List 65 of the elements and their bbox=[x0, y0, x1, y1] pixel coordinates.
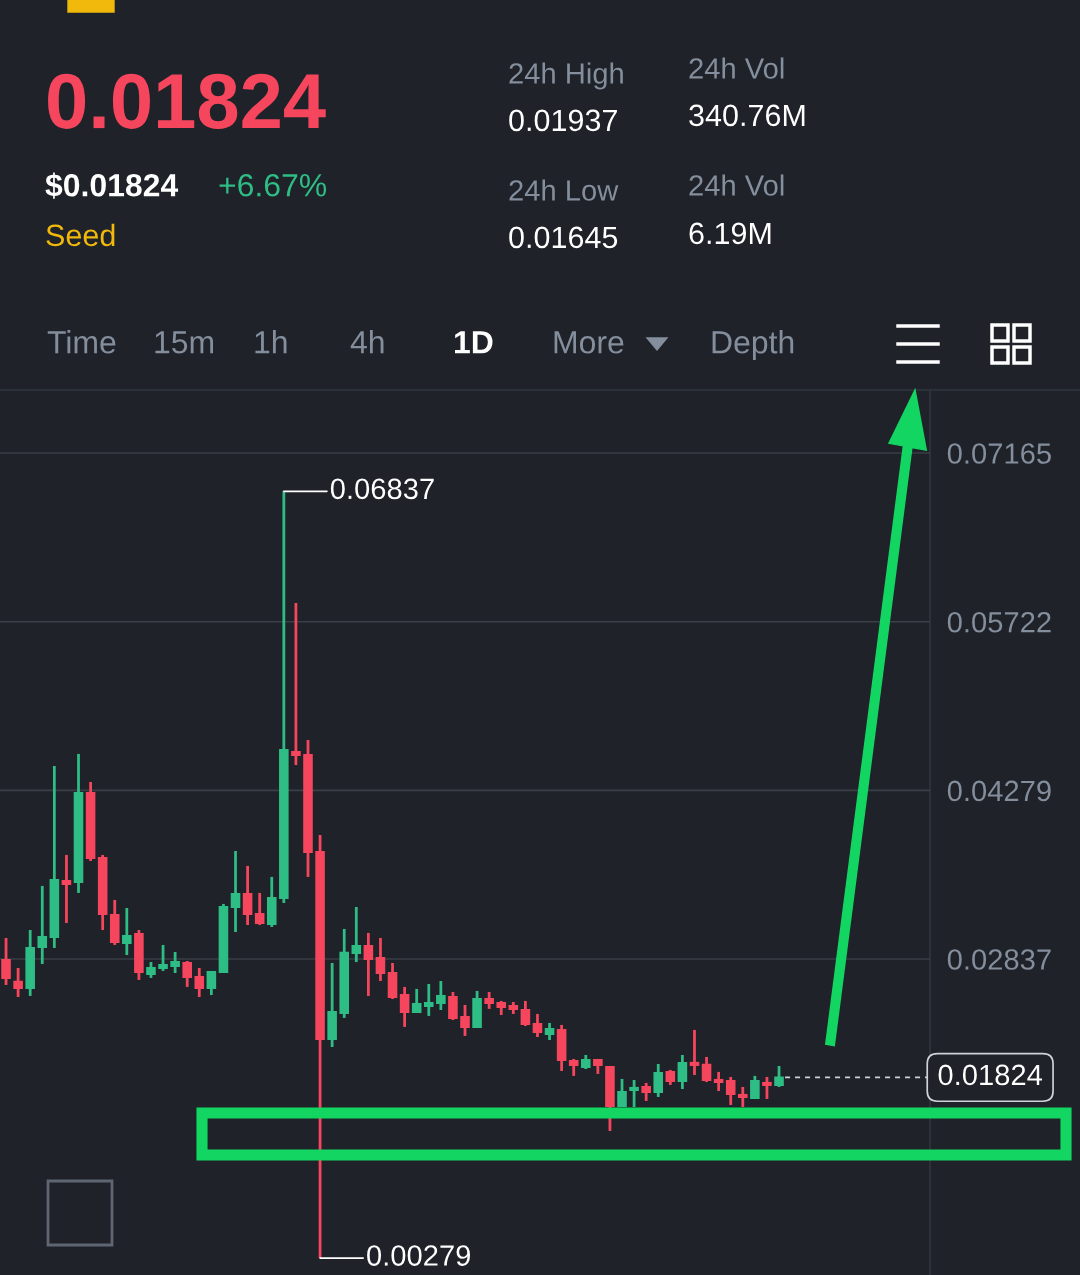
candlestick bbox=[13, 966, 23, 999]
candlestick bbox=[423, 982, 434, 1018]
candlestick bbox=[750, 1074, 760, 1101]
text: 24h High bbox=[509, 62, 623, 90]
candlestick bbox=[158, 943, 168, 973]
candlestick bbox=[532, 1012, 543, 1039]
candlestick bbox=[194, 966, 205, 999]
text: 24h Vol bbox=[689, 57, 784, 79]
candlestick bbox=[774, 1064, 784, 1089]
text: 0.01937 bbox=[509, 109, 617, 132]
candlestick bbox=[399, 985, 410, 1029]
text: Time bbox=[47, 330, 116, 354]
y-tick-label: 0.04279 bbox=[947, 780, 1051, 802]
text: 6.19M bbox=[689, 222, 771, 245]
candlestick bbox=[713, 1070, 724, 1093]
candlestick bbox=[460, 1003, 470, 1038]
candlestick bbox=[762, 1075, 772, 1101]
candlestick bbox=[122, 906, 132, 957]
candlestick bbox=[254, 891, 265, 927]
ref-line-label: 0.01824 bbox=[938, 1064, 1043, 1086]
text: Depth bbox=[712, 330, 794, 360]
candlestick bbox=[291, 601, 301, 767]
text: +6.67% bbox=[219, 173, 327, 197]
text: 1D bbox=[455, 331, 493, 354]
y-tick-label: 0.02837 bbox=[947, 949, 1051, 970]
text: 24h Low bbox=[509, 179, 619, 201]
candlestick bbox=[617, 1077, 627, 1109]
candlestick bbox=[242, 864, 253, 927]
candlestick bbox=[653, 1062, 664, 1099]
annotation: 0.00279 bbox=[367, 1245, 471, 1266]
y-tick-label: 0.07165 bbox=[947, 443, 1051, 464]
candlestick bbox=[375, 936, 386, 983]
text: 15m bbox=[155, 331, 214, 354]
text: 24h Vol bbox=[689, 174, 784, 196]
candlestick bbox=[206, 969, 217, 997]
candlestick bbox=[411, 987, 422, 1015]
chart-title: 0.01824 bbox=[48, 73, 326, 129]
candlestick bbox=[387, 961, 398, 1001]
text: 1h bbox=[255, 330, 287, 354]
candlestick bbox=[61, 853, 72, 925]
candlestick bbox=[641, 1081, 651, 1103]
candlestick bbox=[701, 1055, 712, 1084]
text: 0.01645 bbox=[509, 226, 618, 249]
candlestick bbox=[1, 936, 11, 987]
candlestick bbox=[520, 999, 531, 1028]
candlestick bbox=[448, 990, 458, 1022]
text: 340.76M bbox=[689, 104, 805, 127]
text: $0.01824 bbox=[45, 172, 179, 199]
candlestick bbox=[725, 1075, 736, 1107]
candlestick bbox=[182, 959, 192, 989]
y-tick-label: 0.05722 bbox=[947, 611, 1051, 633]
annotation: 0.06837 bbox=[330, 478, 434, 500]
candlestick bbox=[351, 905, 362, 964]
text: Seed bbox=[46, 223, 115, 247]
candlestick bbox=[436, 979, 446, 1012]
candlestick bbox=[738, 1085, 748, 1109]
candlestick bbox=[689, 1028, 700, 1077]
candlestick bbox=[230, 849, 241, 934]
candlestick bbox=[37, 884, 48, 966]
text: More bbox=[554, 331, 624, 354]
candlestick bbox=[170, 950, 180, 975]
candlestick bbox=[677, 1053, 688, 1091]
text: 4h bbox=[350, 330, 384, 354]
candlestick bbox=[363, 931, 374, 998]
candlestick bbox=[629, 1078, 639, 1109]
